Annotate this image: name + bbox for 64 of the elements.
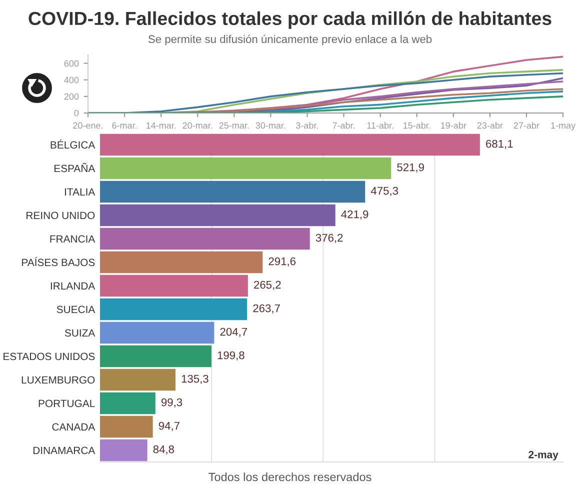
y-tick-label: 200 (64, 93, 79, 100)
x-tick-label: 11-abr. (367, 122, 394, 129)
y-tick-label: FRANCIA (50, 235, 96, 243)
bar (100, 204, 336, 226)
data-label: 263,7 (253, 304, 280, 314)
x-tick-label: 25-mar. (219, 122, 249, 129)
data-label: 681,1 (486, 140, 513, 150)
x-tick-label: 3-abr. (296, 122, 318, 129)
chart-title: COVID-19. Fallecidos totales por cada millón de habitantes (28, 11, 552, 29)
data-label: 291,6 (268, 257, 296, 267)
x-tick-label: 1-may (551, 122, 576, 130)
bar (100, 392, 156, 414)
text: Todos los derechos reservados (208, 472, 372, 482)
y-tick-label: ITALIA (65, 188, 96, 196)
annotation: 2-may (528, 450, 558, 460)
data-label: 135,3 (182, 374, 208, 384)
y-tick-label: ESPAÑA (54, 162, 96, 172)
bar (100, 157, 392, 180)
bar (100, 416, 153, 438)
data-label: 204,7 (220, 328, 247, 338)
x-tick-label: 15-abr. (403, 122, 430, 129)
bar (100, 298, 248, 320)
x-tick-label: 23-abr (477, 122, 503, 129)
x-tick-label: 20-ene. (73, 122, 102, 129)
y-tick-label: 400 (64, 76, 79, 84)
data-label: 421,9 (341, 210, 368, 220)
y-tick-label: SUECIA (56, 306, 96, 314)
y-tick-label: REINO UNIDO (26, 212, 95, 220)
bar (100, 134, 480, 156)
bar (100, 345, 212, 368)
y-tick-label: CANADA (52, 423, 96, 431)
data-label: 521,9 (397, 163, 424, 173)
y-tick-label: SUIZA (64, 329, 96, 337)
bar (100, 274, 248, 297)
bar (100, 251, 263, 274)
data-label: 94,7 (158, 422, 180, 432)
bar (100, 322, 214, 344)
data-label: 376,2 (316, 234, 343, 244)
chart-subtitle: Se permite su difusión únicamente previo enlace a la web (148, 34, 432, 46)
data-label: 199,8 (218, 351, 244, 361)
x-tick-label: 14-mar. (146, 122, 176, 129)
bar (100, 180, 366, 203)
y-tick-label: BÉLGICA (50, 139, 96, 149)
x-tick-label: 6-mar. (112, 122, 137, 129)
y-tick-label: PORTUGAL (38, 400, 95, 408)
y-tick-label: LUXEMBURGO (22, 376, 95, 384)
x-tick-label: 30-mar. (256, 122, 286, 129)
y-tick-label: IRLANDA (50, 282, 96, 290)
data-label: 475,3 (370, 186, 398, 196)
bar (100, 228, 310, 250)
x-tick-label: 20-mar. (182, 122, 212, 129)
y-tick-label: PAÍSES BAJOS (22, 256, 95, 266)
x-tick-label: 7-abr. (332, 122, 354, 129)
y-tick-label: 0 (74, 110, 79, 116)
bar (100, 439, 148, 462)
data-label: 99,3 (161, 398, 182, 408)
x-tick-label: 19-abr (441, 122, 466, 129)
bar (100, 368, 176, 391)
x-tick-label: 27-abr (514, 122, 540, 129)
y-tick-label: DINAMARCA (33, 446, 96, 454)
y-tick-label: ESTADOS UNIDOS (4, 352, 95, 360)
data-label: 84,8 (153, 445, 174, 455)
data-label: 265,2 (254, 280, 281, 290)
y-tick-label: 600 (64, 60, 79, 67)
